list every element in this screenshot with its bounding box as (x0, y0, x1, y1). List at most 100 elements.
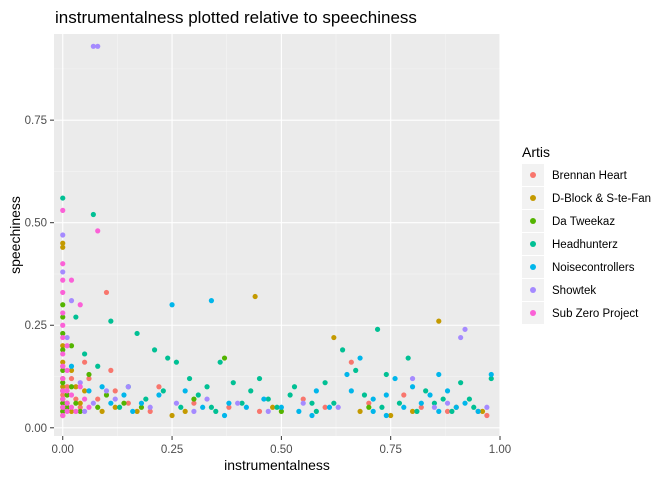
legend-marker (530, 172, 536, 178)
data-point (484, 404, 490, 410)
legend-label: Headhunterz (552, 239, 618, 251)
data-point (488, 375, 494, 382)
data-point (130, 408, 136, 414)
data-point (64, 388, 70, 394)
data-point (60, 232, 66, 238)
data-point (309, 412, 315, 419)
data-point (449, 408, 455, 414)
data-point (60, 396, 66, 402)
legend-marker (530, 241, 536, 247)
data-point (252, 293, 258, 300)
data-point (383, 412, 389, 419)
data-point (73, 384, 79, 390)
data-point (60, 322, 66, 328)
data-point (418, 404, 424, 410)
data-point (68, 363, 75, 369)
data-point (169, 302, 175, 308)
data-point (77, 380, 83, 386)
data-point (256, 408, 263, 414)
data-point (208, 404, 215, 410)
data-point (204, 396, 210, 402)
data-point (213, 408, 219, 414)
data-point (73, 408, 79, 414)
data-point (60, 404, 66, 410)
data-points (60, 43, 494, 419)
legend-marker (530, 287, 536, 293)
y-tick-label: 0.25 (25, 320, 47, 332)
data-point (60, 334, 66, 341)
data-point (103, 289, 110, 296)
data-point (60, 392, 66, 398)
data-point (479, 408, 486, 414)
data-point (73, 396, 79, 402)
data-point (68, 298, 75, 304)
y-tick-label: 0.50 (25, 218, 47, 230)
data-point (427, 392, 433, 398)
data-point (458, 334, 464, 341)
data-point (370, 408, 376, 414)
x-axis-title: instrumentalness (224, 457, 330, 473)
data-point (256, 375, 263, 382)
axes: 0.00 0.25 0.50 0.75 1.00 0.00 0.25 0.50 0.75 (25, 115, 512, 456)
data-point (278, 404, 284, 410)
data-point (374, 326, 381, 332)
data-point (191, 400, 197, 406)
data-point (475, 408, 481, 414)
data-point (95, 404, 101, 410)
data-point (208, 298, 215, 304)
plot-panel (54, 34, 500, 436)
data-point (291, 384, 298, 390)
data-point (68, 277, 75, 283)
data-point (221, 355, 228, 361)
data-point (409, 384, 416, 390)
data-point (431, 404, 438, 410)
data-point (60, 314, 66, 320)
data-point (86, 371, 92, 378)
data-point (466, 396, 472, 402)
data-point (121, 392, 127, 398)
data-point (68, 343, 75, 349)
data-point (462, 326, 468, 332)
data-point (186, 375, 193, 382)
data-point (95, 363, 101, 369)
data-point (125, 400, 131, 406)
data-point (173, 400, 180, 406)
data-point (64, 367, 70, 373)
data-point (309, 400, 315, 406)
data-point (191, 408, 197, 414)
legend-label: Sub Zero Project (552, 308, 639, 320)
data-point (64, 334, 70, 341)
legend-label: Brennan Heart (552, 170, 628, 182)
data-point (388, 412, 394, 419)
data-point (226, 400, 232, 406)
data-point (191, 396, 197, 402)
data-point (484, 412, 490, 419)
data-point (287, 392, 293, 398)
data-point (82, 388, 88, 394)
data-point (383, 392, 389, 398)
data-point (488, 371, 494, 378)
data-point (239, 400, 245, 406)
data-point (335, 404, 341, 410)
data-point (99, 408, 105, 414)
legend-title: Artis (522, 144, 550, 160)
data-point (68, 404, 75, 410)
y-axis-title: speechiness (7, 196, 23, 274)
data-point (108, 400, 114, 406)
data-point (60, 384, 66, 390)
data-point (331, 334, 337, 341)
y-tick-label: 0.75 (25, 115, 47, 127)
data-point (274, 404, 280, 410)
data-point (60, 400, 66, 406)
data-point (68, 367, 75, 373)
data-point (60, 240, 66, 246)
data-point (173, 359, 180, 365)
data-point (60, 408, 66, 414)
legend-marker (530, 264, 536, 270)
data-point (383, 371, 389, 378)
data-point (82, 396, 88, 402)
data-point (60, 388, 66, 394)
x-tick-label: 0.50 (270, 444, 292, 456)
data-point (370, 396, 376, 402)
